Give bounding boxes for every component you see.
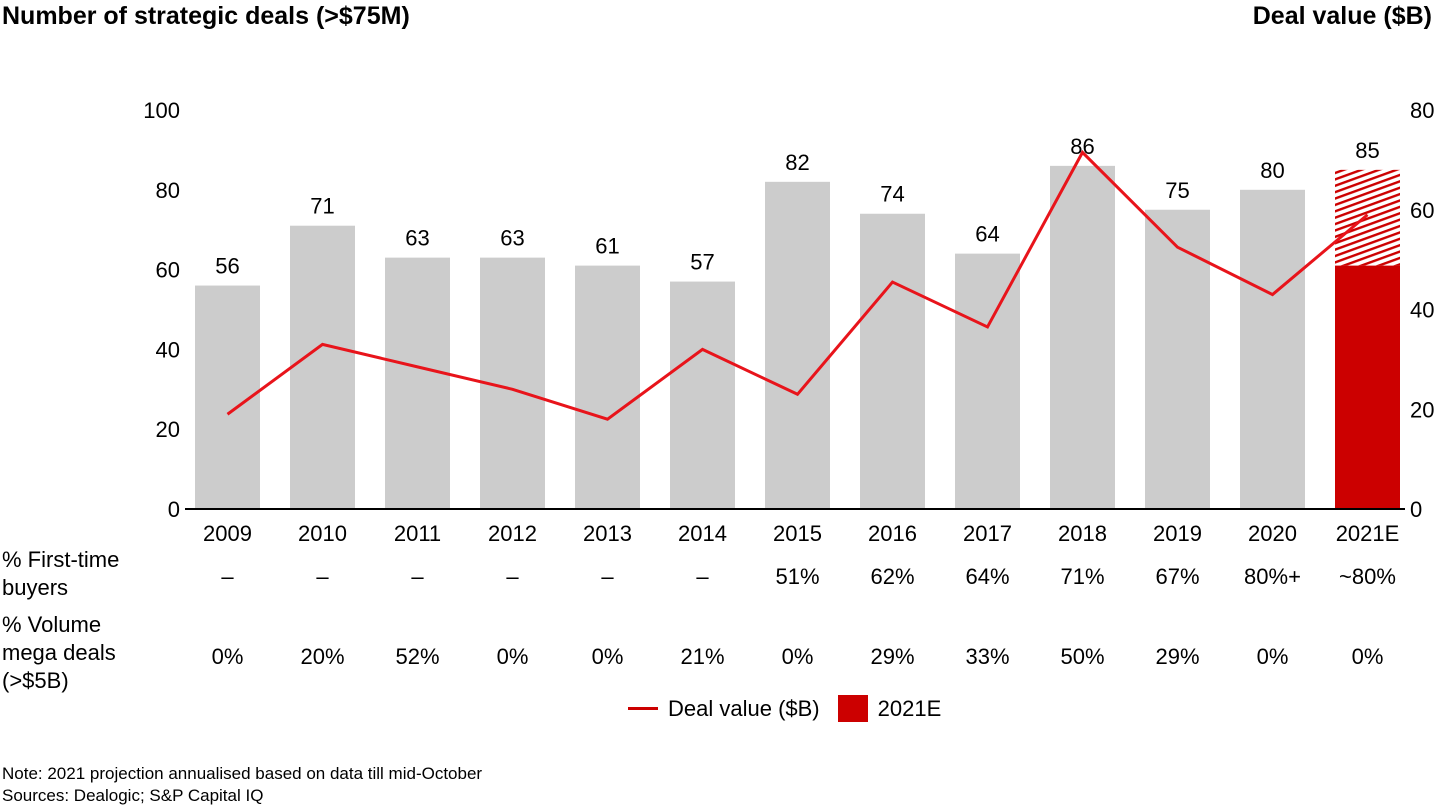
x-axis-tick-label: 2011 — [394, 521, 441, 546]
mega-deals-cell: 52% — [395, 644, 439, 669]
right-axis-tick: 80 — [1410, 98, 1434, 123]
bar — [575, 265, 640, 509]
first-time-buyers-cell: 71% — [1060, 564, 1104, 589]
legend-box-label: 2021E — [877, 695, 942, 721]
mega-deals-cell: 0% — [1257, 644, 1289, 669]
bar-value-label: 85 — [1355, 138, 1379, 163]
first-time-buyers-cell: 51% — [775, 564, 819, 589]
legend-line-label: Deal value ($B) — [668, 695, 820, 721]
bar — [1145, 209, 1210, 509]
bar-value-label: 61 — [595, 234, 619, 259]
legend: Deal value ($B) 2021E — [628, 695, 941, 722]
mega-deals-cell: 0% — [212, 644, 244, 669]
bar-value-label: 57 — [690, 250, 714, 275]
left-axis-tick: 0 — [168, 497, 180, 522]
bar-hatched-top — [1335, 169, 1400, 266]
deal-value-line — [226, 149, 1369, 421]
x-axis-tick-label: 2009 — [203, 521, 252, 546]
x-axis-tick-label: 2014 — [678, 521, 727, 546]
x-axis-tick-label: 2018 — [1058, 521, 1107, 546]
bar-value-label: 80 — [1260, 158, 1284, 183]
first-time-buyers-cell: – — [316, 564, 329, 589]
right-axis-tick: 60 — [1410, 198, 1434, 223]
x-axis-tick-label: 2019 — [1153, 521, 1202, 546]
right-axis-tick: 0 — [1410, 497, 1422, 522]
first-time-buyers-cell: – — [506, 564, 519, 589]
left-axis-title: Number of strategic deals (>$75M) — [2, 2, 410, 30]
bar — [1240, 189, 1305, 510]
bar-value-label: 63 — [500, 226, 524, 251]
x-axis-tick-label: 2015 — [773, 521, 822, 546]
first-time-buyers-cell: 67% — [1155, 564, 1199, 589]
right-axis-tick: 20 — [1410, 397, 1434, 422]
mega-deals-cell: 33% — [965, 644, 1009, 669]
mega-deals-cell: 20% — [300, 644, 344, 669]
first-time-buyers-cell: – — [411, 564, 424, 589]
bar-value-label: 64 — [975, 222, 999, 247]
mega-deals-row-label: % Volume mega deals (>$5B) — [2, 612, 116, 693]
first-time-buyers-cell: ~80% — [1339, 564, 1396, 589]
bar-value-label: 74 — [880, 182, 904, 207]
x-axis-tick-label: 2016 — [868, 521, 917, 546]
x-axis-tick-label: 2012 — [488, 521, 537, 546]
footnote: Note: 2021 projection annualised based o… — [2, 764, 483, 783]
first-time-buyers-cell: – — [696, 564, 709, 589]
bar — [385, 257, 450, 509]
mega-deals-cell: 0% — [497, 644, 529, 669]
first-time-buyers-cell: – — [221, 564, 234, 589]
first-time-buyers-cell: 80%+ — [1244, 564, 1301, 589]
bar-value-label: 56 — [215, 254, 239, 279]
legend-line-swatch — [628, 707, 658, 710]
left-axis-tick: 60 — [156, 258, 180, 283]
mega-deals-cell: 50% — [1060, 644, 1104, 669]
bar — [670, 281, 735, 509]
right-axis-title: Deal value ($B) — [1252, 2, 1432, 30]
first-time-buyers-row-label: % First-time buyers — [2, 547, 120, 600]
x-axis-tick-label: 2013 — [583, 521, 632, 546]
first-time-buyers-cell: 64% — [965, 564, 1009, 589]
mega-deals-cell: 0% — [592, 644, 624, 669]
bar — [765, 181, 830, 509]
bar-value-label: 71 — [310, 194, 334, 219]
left-axis-tick: 100 — [143, 98, 180, 123]
left-axis-tick: 20 — [156, 417, 180, 442]
mega-deals-cell: 0% — [782, 644, 814, 669]
x-axis-tick-label: 2010 — [298, 521, 347, 546]
first-time-buyers-cell: – — [601, 564, 614, 589]
sources: Sources: Dealogic; S&P Capital IQ — [2, 786, 264, 805]
mega-deals-cell: 21% — [680, 644, 724, 669]
left-axis-tick: 80 — [156, 178, 180, 203]
left-axis-tick: 40 — [156, 337, 180, 362]
bar — [955, 253, 1020, 509]
mega-deals-cell: 0% — [1352, 644, 1384, 669]
bar — [860, 213, 925, 510]
legend-box-swatch — [837, 695, 868, 722]
bar — [1050, 165, 1115, 510]
x-axis-tick-label: 2021E — [1336, 521, 1400, 546]
x-axis-tick-label: 2017 — [963, 521, 1012, 546]
bar-2021e-solid — [1335, 265, 1400, 509]
first-time-buyers-cell: 62% — [870, 564, 914, 589]
bar — [290, 225, 355, 509]
bar-value-label: 63 — [405, 226, 429, 251]
x-axis-tick-label: 2020 — [1248, 521, 1297, 546]
right-axis-tick: 40 — [1410, 298, 1434, 323]
bar-value-label: 75 — [1165, 178, 1189, 203]
mega-deals-cell: 29% — [870, 644, 914, 669]
mega-deals-cell: 29% — [1155, 644, 1199, 669]
bar-value-label: 82 — [785, 150, 809, 175]
